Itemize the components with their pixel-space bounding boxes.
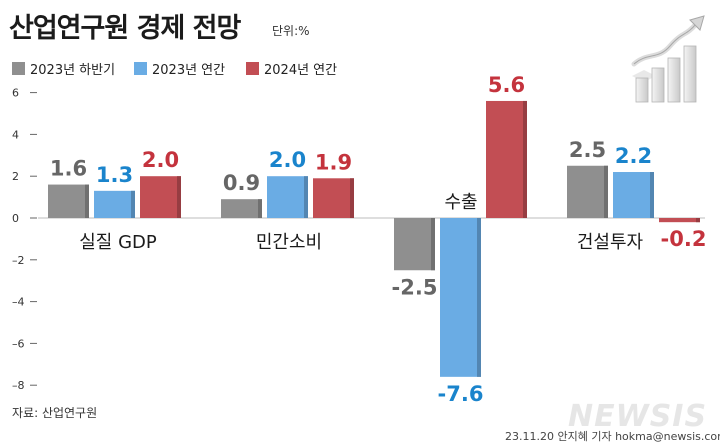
data-label: -2.5 — [392, 275, 438, 299]
y-tick-label: –8 — [12, 379, 25, 392]
bar-side — [304, 176, 308, 218]
y-tick-label: 6 — [12, 87, 19, 100]
bar — [140, 176, 181, 218]
bar-side — [85, 184, 89, 218]
data-label: -0.2 — [661, 227, 707, 251]
category-label: 건설투자 — [577, 232, 644, 253]
chart-title: 산업연구원 경제 전망 — [9, 13, 241, 44]
bar — [486, 100, 527, 218]
bar-side — [650, 172, 654, 218]
bar-side — [350, 178, 354, 218]
category-label: 수출 — [444, 192, 477, 213]
data-label: 1.3 — [96, 163, 133, 187]
legend-swatch — [246, 61, 259, 75]
data-label: 1.9 — [315, 150, 352, 174]
bar-side — [523, 100, 527, 218]
legend-label: 2023년 연간 — [152, 62, 226, 78]
y-tick-label: 4 — [12, 128, 19, 141]
bar-side — [258, 199, 262, 218]
unit-label: 단위:% — [272, 24, 310, 38]
bar — [567, 165, 608, 218]
y-tick-label: –4 — [12, 296, 25, 309]
data-label: 0.9 — [223, 171, 260, 195]
bar — [659, 218, 700, 223]
source-note: 자료: 산업연구원 — [12, 406, 98, 420]
bar — [94, 190, 135, 218]
watermark-logo: NEWSIS — [568, 399, 708, 434]
bar — [394, 218, 435, 271]
data-label: 2.2 — [615, 144, 652, 168]
legend-swatch — [12, 61, 25, 75]
bar-side — [431, 218, 435, 271]
bar — [613, 172, 654, 218]
legend-item-2024-annual: 2024년 연간 — [246, 59, 338, 78]
bar-side — [477, 218, 481, 377]
legend-item-2023-annual: 2023년 연간 — [134, 59, 226, 78]
bar — [221, 199, 262, 218]
bar-side — [604, 165, 608, 218]
category-label: 민간소비 — [256, 232, 322, 253]
bar-side — [131, 190, 135, 218]
bar — [267, 176, 308, 218]
bar-side — [177, 176, 181, 218]
legend-label: 2024년 연간 — [264, 62, 338, 78]
y-tick-label: 0 — [12, 212, 19, 225]
data-label: -7.6 — [438, 382, 484, 406]
legend-swatch — [134, 61, 147, 75]
data-label: 1.6 — [50, 157, 87, 181]
data-label: 5.6 — [488, 73, 525, 97]
bar — [440, 218, 481, 377]
data-label: 2.5 — [569, 138, 606, 162]
growth-chart-icon — [631, 15, 705, 103]
y-tick-label: –6 — [12, 337, 25, 350]
data-label: 2.0 — [269, 148, 306, 172]
y-tick-label: –2 — [12, 254, 25, 267]
data-label: 2.0 — [142, 148, 179, 172]
legend-label: 2023년 하반기 — [30, 62, 116, 78]
bar — [313, 178, 354, 218]
y-tick-label: 2 — [12, 170, 19, 183]
bar — [48, 184, 89, 218]
category-label: 실질 GDP — [79, 232, 157, 253]
legend-item-2023-h2: 2023년 하반기 — [12, 59, 116, 78]
bar-side — [696, 218, 700, 223]
credit-line: 23.11.20 안지혜 기자 hokma@newsis.com — [505, 430, 720, 443]
